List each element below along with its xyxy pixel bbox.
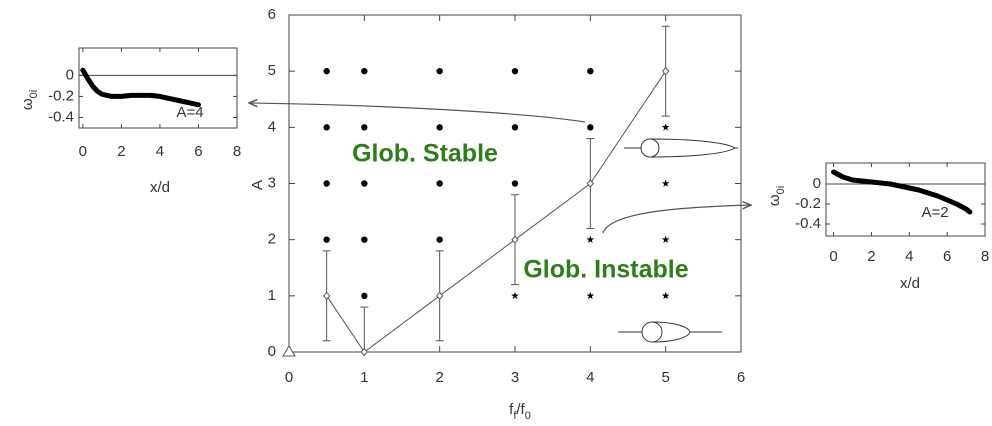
stable-point: [361, 124, 368, 131]
schematic-short-wake: [618, 321, 722, 343]
boundary-point: [511, 235, 519, 244]
x-tick-label: 4: [586, 369, 594, 386]
stable-point: [436, 236, 443, 243]
y-axis-label: ω0i: [19, 90, 40, 110]
x-tick-label: 3: [511, 369, 519, 386]
boundary-point: [360, 347, 368, 357]
y-tick-label: 2: [268, 231, 276, 248]
stable-point: [361, 180, 368, 187]
x-tick-label: 2: [435, 369, 443, 386]
y-tick-label: 0: [813, 175, 821, 192]
stable-point: [436, 180, 443, 187]
x-tick-label: 8: [981, 248, 989, 265]
y-axis-label-part: 0i: [28, 90, 40, 99]
y-tick-label: -0.2: [795, 195, 821, 212]
y-tick-label: -0.4: [48, 108, 74, 125]
arrow: [249, 103, 586, 123]
x-tick-label: 4: [905, 248, 913, 265]
y-axis-label-part: ω: [19, 98, 36, 110]
x-tick-label: 6: [737, 369, 745, 386]
boundary-point: [323, 291, 331, 301]
growth-rate-curve: [831, 169, 973, 215]
stable-point: [361, 292, 368, 300]
annotation: A=2: [921, 204, 948, 221]
y-tick-label: 4: [268, 118, 276, 135]
boundary-point: [436, 291, 444, 301]
y-axis-label: A: [249, 180, 266, 190]
x-axis-label: ff/f0: [509, 401, 531, 422]
unstable-point: [661, 291, 670, 300]
y-tick-label: -0.2: [48, 87, 74, 104]
unstable-point: [661, 235, 670, 243]
x-tick-label: 2: [117, 143, 125, 160]
annotation: A=4: [176, 104, 203, 121]
x-tick-label: 0: [829, 248, 837, 265]
x-axis-label-part: 0: [525, 410, 531, 422]
boundary-line: [326, 70, 667, 353]
x-tick-label: 4: [156, 143, 164, 160]
x-tick-label: 0: [79, 143, 87, 160]
boundary-point: [662, 66, 670, 76]
origin-point: [282, 345, 296, 357]
growth-rate-curve: [80, 67, 201, 108]
stable-point: [511, 67, 519, 75]
x-axis-label: x/d: [900, 275, 920, 292]
arrow: [602, 205, 751, 234]
stable-point: [361, 236, 368, 243]
y-axis-label-part: 0i: [775, 186, 787, 195]
y-tick-label: -0.4: [795, 215, 821, 232]
stable-point: [511, 124, 519, 131]
y-tick-label: 6: [268, 6, 276, 23]
x-axis-label-part: /f: [516, 401, 525, 418]
stable-point: [511, 180, 519, 187]
stable-point: [323, 236, 330, 243]
boundary-point: [586, 179, 594, 188]
stable-point: [361, 67, 368, 75]
x-tick-label: 1: [360, 369, 368, 386]
annotation: Glob. Stable: [352, 140, 498, 168]
x-axis-label: x/d: [150, 179, 170, 196]
y-axis-label: ω0i: [766, 186, 787, 206]
x-tick-label: 6: [943, 248, 951, 265]
plot-frame: [825, 162, 986, 237]
y-tick-label: 3: [268, 174, 276, 191]
y-tick-label: 0: [66, 66, 74, 83]
unstable-point: [661, 123, 670, 131]
x-axis-label-part: f: [509, 401, 514, 418]
stable-point: [323, 67, 330, 75]
stable-point: [587, 67, 594, 75]
x-axis-label-part: f: [513, 410, 517, 422]
unstable-point: [661, 179, 670, 187]
stable-point: [323, 180, 330, 187]
stable-point: [323, 124, 330, 131]
stable-point: [436, 67, 443, 75]
y-axis-label-part: ω: [766, 194, 783, 206]
unstable-point: [586, 235, 595, 243]
x-tick-label: 6: [194, 143, 202, 160]
unstable-point: [586, 291, 595, 300]
x-tick-label: 0: [285, 369, 293, 386]
x-tick-label: 2: [867, 248, 875, 265]
plot-frame: [78, 47, 238, 129]
annotation: Glob. Instable: [523, 256, 688, 284]
stable-point: [436, 124, 443, 131]
x-tick-label: 8: [233, 143, 241, 160]
x-tick-label: 5: [661, 369, 669, 386]
stable-point: [587, 124, 594, 131]
y-tick-label: 0: [268, 343, 276, 360]
unstable-point: [511, 291, 519, 300]
y-tick-label: 5: [268, 62, 276, 79]
schematic-long-wake: [624, 138, 738, 158]
y-tick-label: 1: [268, 287, 276, 304]
